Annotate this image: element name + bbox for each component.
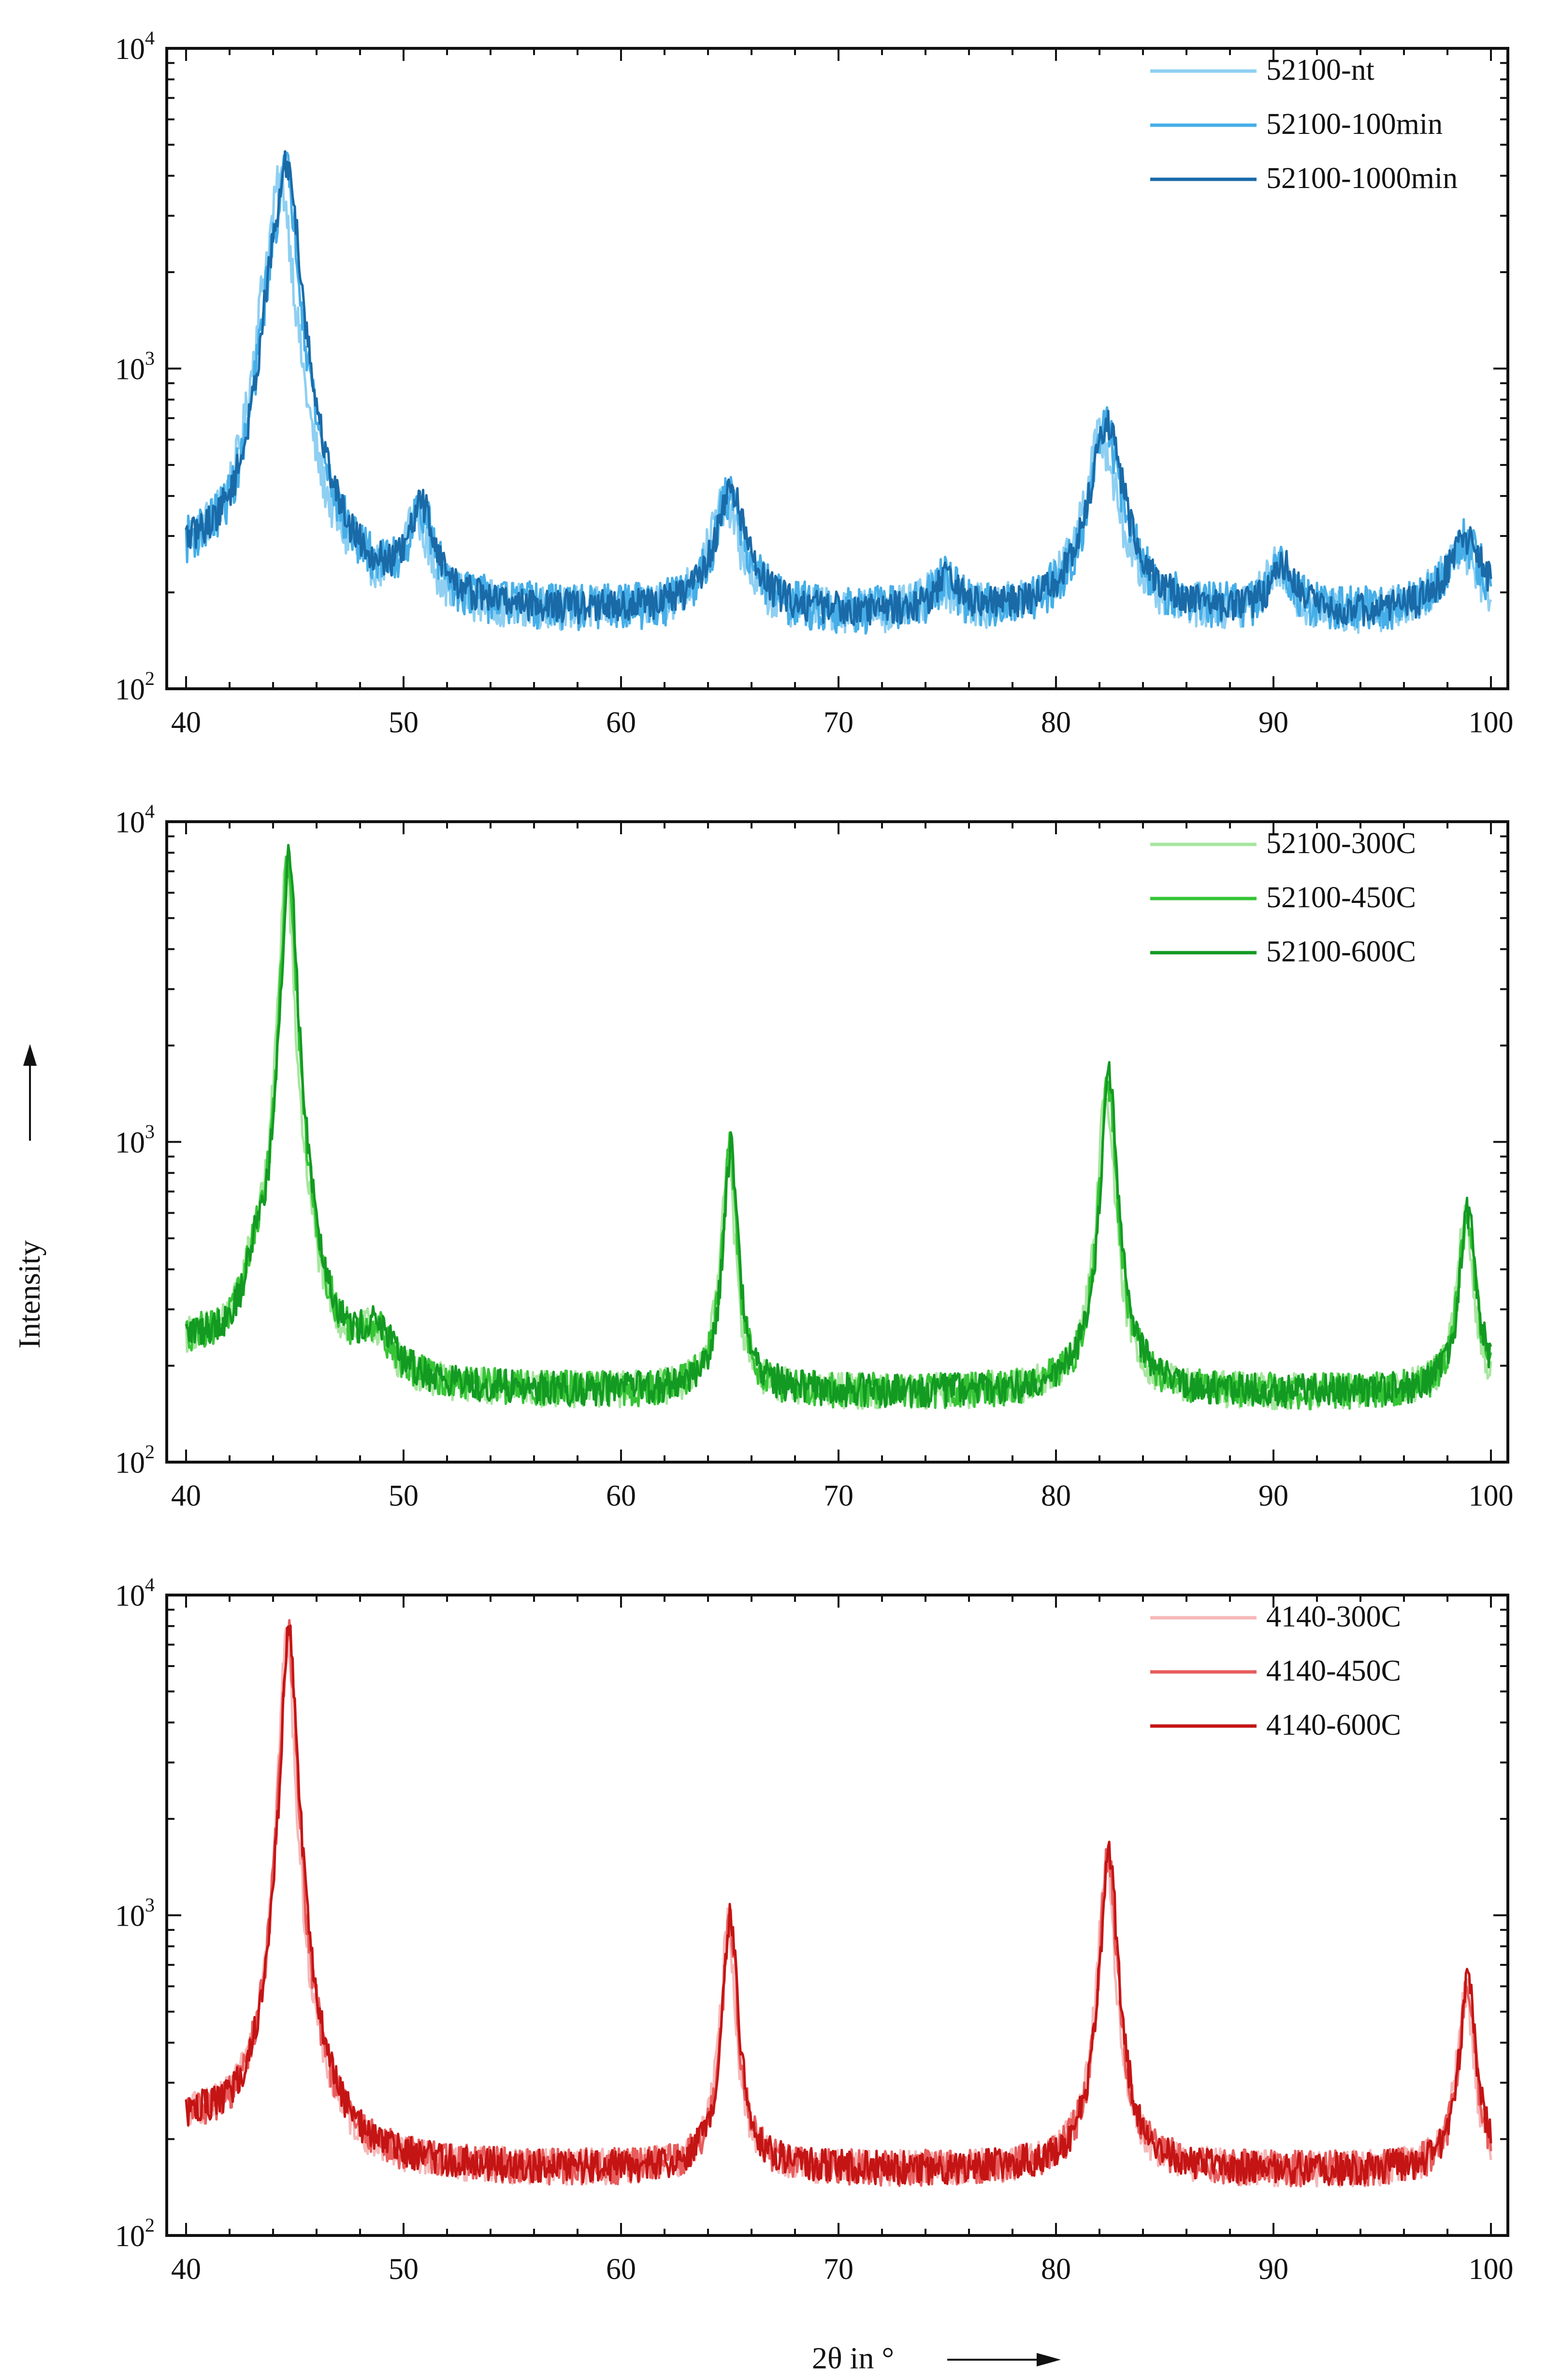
- legend-label: 52100-600C: [1266, 935, 1416, 968]
- legend-label: 4140-300C: [1266, 1600, 1401, 1633]
- series-line-52100-600C: [185, 844, 1492, 1409]
- x-tick-label: 50: [389, 2253, 419, 2286]
- y-axis-title: Intensity: [12, 1240, 46, 1349]
- panel-52100-time: 40 50 60 70 80 90 100 102 103 104 52100-nt 52100-10…: [115, 27, 1514, 739]
- x-tick-label: 70: [824, 2253, 853, 2286]
- legend-label: 52100-nt: [1266, 54, 1374, 87]
- x-tick-label: 70: [824, 1480, 853, 1512]
- x-axis-title-group: 2θ in °: [812, 2341, 1061, 2375]
- y-tick-label: 102: [115, 668, 155, 706]
- x-tick-label: 40: [171, 706, 201, 739]
- x-tick-label: 90: [1258, 2253, 1288, 2286]
- y-tick-label: 103: [115, 1121, 155, 1160]
- x-tick-label: 80: [1041, 706, 1071, 739]
- x-tick-label: 50: [389, 1480, 419, 1512]
- x-tick-label: 40: [171, 2253, 201, 2286]
- y-tick-label: 102: [115, 1441, 155, 1480]
- x-tick-label: 80: [1041, 1480, 1071, 1512]
- legend-label: 4140-450C: [1266, 1654, 1401, 1687]
- x-tick-label: 100: [1469, 706, 1514, 739]
- legend-label: 52100-300C: [1266, 827, 1416, 860]
- legend-label: 4140-600C: [1266, 1709, 1401, 1741]
- panel-4140-temper: 40 50 60 70 80 90 100 102 103 104 4140-300C 4140-45…: [115, 1574, 1514, 2286]
- x-tick-label: 100: [1469, 2253, 1514, 2286]
- legend-label: 52100-100min: [1266, 108, 1443, 141]
- y-tick-label: 104: [115, 1574, 155, 1612]
- y-axis-arrow-head: [23, 1044, 37, 1066]
- legend-label: 52100-450C: [1266, 881, 1416, 914]
- y-axis-title-group: Intensity: [12, 1044, 46, 1349]
- x-tick-label: 50: [389, 706, 419, 739]
- y-tick-label: 103: [115, 348, 155, 386]
- x-tick-label: 60: [606, 706, 636, 739]
- x-tick-label: 100: [1469, 1480, 1514, 1512]
- series-line-4140-600C: [185, 1624, 1492, 2186]
- y-tick-label: 102: [115, 2214, 155, 2253]
- x-tick-label: 90: [1258, 1480, 1288, 1512]
- y-tick-label: 104: [115, 800, 155, 839]
- legend-label: 52100-1000min: [1266, 162, 1458, 195]
- y-tick-label: 103: [115, 1894, 155, 1933]
- x-tick-label: 80: [1041, 2253, 1071, 2286]
- x-tick-label: 60: [606, 1480, 636, 1512]
- panel-52100-temper: 40 50 60 70 80 90 100 102 103 104 52100-300C 52100-…: [115, 800, 1514, 1512]
- y-tick-label: 104: [115, 27, 155, 66]
- x-axis-title: 2θ in °: [812, 2341, 894, 2375]
- x-tick-label: 70: [824, 706, 853, 739]
- x-tick-label: 90: [1258, 706, 1288, 739]
- x-tick-label: 60: [606, 2253, 636, 2286]
- x-tick-label: 40: [171, 1480, 201, 1512]
- x-axis-arrow-head: [1037, 2353, 1061, 2366]
- series-line-52100-1000min: [185, 150, 1492, 626]
